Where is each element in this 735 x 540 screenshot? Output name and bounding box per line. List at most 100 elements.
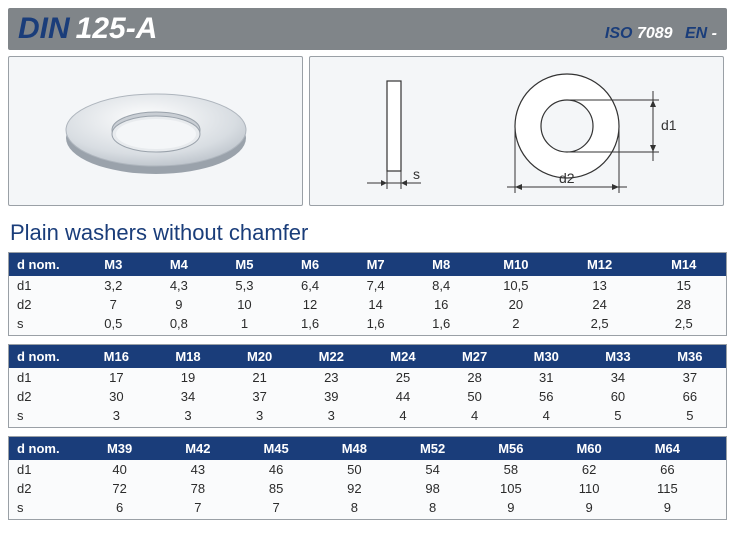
header-size: M42 <box>159 437 237 461</box>
spec-cell: 10 <box>212 295 278 314</box>
spec-cell: 20 <box>474 295 558 314</box>
header-size: M5 <box>212 253 278 277</box>
spec-cell: 85 <box>237 479 315 498</box>
spec-cell: 39 <box>295 387 367 406</box>
header-size: M20 <box>224 345 296 369</box>
header-size: M48 <box>315 437 393 461</box>
spec-cell: 1,6 <box>408 314 474 336</box>
en-number: - <box>712 25 717 42</box>
spec-cell: 43 <box>159 460 237 479</box>
header-size: M27 <box>439 345 511 369</box>
spec-cell: 40 <box>81 460 159 479</box>
washer-iso-icon <box>26 66 286 196</box>
header-size: M36 <box>654 345 727 369</box>
spec-cell: 31 <box>510 368 582 387</box>
spec-cell <box>707 460 727 479</box>
row-label: d1 <box>9 368 81 387</box>
figure-row: s d1 d2 <box>8 56 727 206</box>
row-label: s <box>9 498 81 520</box>
spec-cell: 2,5 <box>558 314 642 336</box>
standard-header: DIN 125-A ISO 7089 EN - <box>8 8 727 50</box>
spec-cell: 46 <box>237 460 315 479</box>
spec-cell: 7 <box>237 498 315 520</box>
spec-cell: 5,3 <box>212 276 278 295</box>
spec-cell <box>707 498 727 520</box>
header-size: M45 <box>237 437 315 461</box>
header-size: M10 <box>474 253 558 277</box>
spec-cell: 1,6 <box>277 314 343 336</box>
spec-cell: 50 <box>315 460 393 479</box>
spec-cell: 1,6 <box>343 314 409 336</box>
header-size: M7 <box>343 253 409 277</box>
header-size: M64 <box>628 437 706 461</box>
spec-cell: 105 <box>472 479 550 498</box>
header-size: M30 <box>510 345 582 369</box>
header-size <box>707 437 727 461</box>
spec-cell: 60 <box>582 387 654 406</box>
header-size: M8 <box>408 253 474 277</box>
dimension-figure: s d1 d2 <box>309 56 724 206</box>
isometric-figure <box>8 56 303 206</box>
spec-cell: 3,2 <box>81 276 147 295</box>
spec-cell: 98 <box>394 479 472 498</box>
iso-number: 7089 <box>637 25 673 42</box>
spec-cell: 3 <box>81 406 153 428</box>
spec-cell: 23 <box>295 368 367 387</box>
header-size: M52 <box>394 437 472 461</box>
header-size: M33 <box>582 345 654 369</box>
spec-cell: 28 <box>641 295 726 314</box>
spec-cell: 54 <box>394 460 472 479</box>
spec-cell: 92 <box>315 479 393 498</box>
en-label: EN <box>685 25 707 42</box>
header-size: M18 <box>152 345 224 369</box>
spec-cell: 16 <box>408 295 474 314</box>
header-size: M6 <box>277 253 343 277</box>
spec-cell: 14 <box>343 295 409 314</box>
header-right: ISO 7089 EN - <box>605 25 717 43</box>
spec-cell: 44 <box>367 387 439 406</box>
spec-cell: 9 <box>472 498 550 520</box>
spec-cell: 4 <box>510 406 582 428</box>
spec-tables: d nom.M3M4M5M6M7M8M10M12M14d13,24,35,36,… <box>8 252 727 520</box>
page-subtitle: Plain washers without chamfer <box>10 220 727 246</box>
header-dnom: d nom. <box>9 253 81 277</box>
spec-cell: 0,5 <box>81 314 147 336</box>
spec-cell: 6 <box>81 498 159 520</box>
spec-cell: 7,4 <box>343 276 409 295</box>
header-dnom: d nom. <box>9 345 81 369</box>
row-label: d1 <box>9 460 81 479</box>
spec-cell: 34 <box>582 368 654 387</box>
spec-cell: 4 <box>367 406 439 428</box>
spec-cell: 28 <box>439 368 511 387</box>
header-dnom: d nom. <box>9 437 81 461</box>
spec-cell <box>707 479 727 498</box>
spec-cell: 56 <box>510 387 582 406</box>
dim-d1-label: d1 <box>661 117 677 133</box>
spec-table: d nom.M39M42M45M48M52M56M60M64d140434650… <box>8 436 727 520</box>
row-label: s <box>9 314 81 336</box>
header-size: M4 <box>146 253 212 277</box>
spec-cell: 24 <box>558 295 642 314</box>
iso-label: ISO <box>605 25 633 42</box>
spec-cell: 8,4 <box>408 276 474 295</box>
spec-cell: 8 <box>394 498 472 520</box>
spec-cell: 17 <box>81 368 153 387</box>
spec-cell: 7 <box>81 295 147 314</box>
spec-cell: 13 <box>558 276 642 295</box>
spec-cell: 5 <box>654 406 727 428</box>
row-label: d2 <box>9 479 81 498</box>
spec-cell: 15 <box>641 276 726 295</box>
spec-cell: 62 <box>550 460 628 479</box>
spec-cell: 30 <box>81 387 153 406</box>
spec-cell: 9 <box>550 498 628 520</box>
spec-cell: 7 <box>159 498 237 520</box>
spec-cell: 50 <box>439 387 511 406</box>
spec-cell: 21 <box>224 368 296 387</box>
dim-s-label: s <box>413 166 420 182</box>
washer-dimensions-icon: s d1 d2 <box>317 61 717 201</box>
din-label: DIN <box>18 12 70 46</box>
spec-cell: 6,4 <box>277 276 343 295</box>
spec-cell: 3 <box>295 406 367 428</box>
header-size: M14 <box>641 253 726 277</box>
dim-d2-label: d2 <box>559 170 575 186</box>
